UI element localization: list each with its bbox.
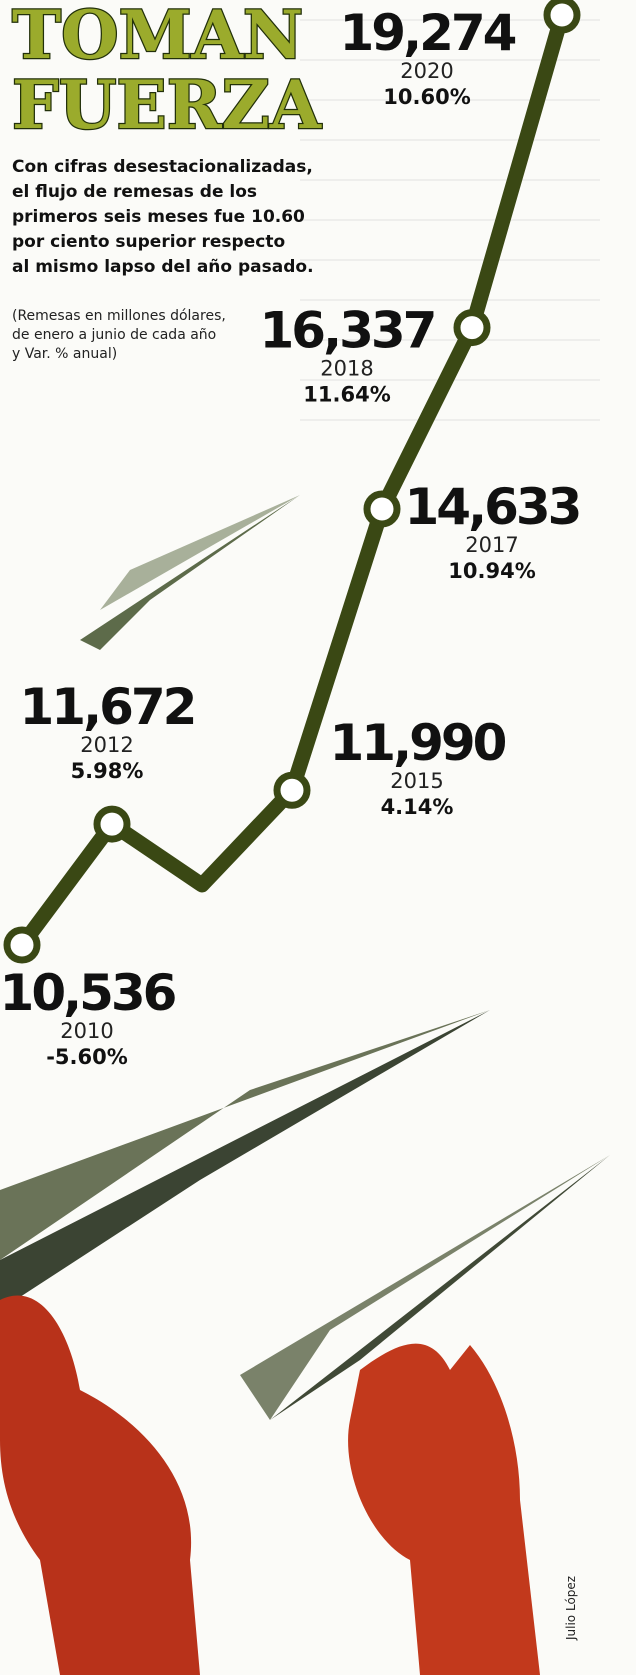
title-line: FUERZA [12,66,322,144]
point [367,494,397,524]
description-line: Con cifras desestacionalizadas, [12,157,313,177]
note-line: y Var. % anual) [12,346,117,362]
value-label: 10,536 [0,964,176,1022]
year-label: 2010 [60,1019,113,1043]
point [277,775,307,805]
note-line: de enero a junio de cada año [12,327,216,343]
point [97,809,127,839]
change-label: 11.64% [303,383,390,407]
year-label: 2020 [400,59,453,83]
change-label: 10.60% [383,85,470,109]
description-line: el flujo de remesas de los [12,182,257,202]
credit: Julio López [564,1576,578,1641]
description-line: primeros seis meses fue 10.60 [12,207,305,227]
note-line: (Remesas en millones dólares, [12,308,226,324]
change-label: 10.94% [448,559,535,583]
year-label: 2012 [80,733,133,757]
year-label: 2018 [320,357,373,381]
value-label: 14,633 [405,478,580,536]
point [7,930,37,960]
description: Con cifras desestacionalizadas, el flujo … [12,157,314,277]
point [457,313,487,343]
value-label: 19,274 [340,4,516,62]
change-label: -5.60% [46,1045,128,1069]
value-label: 11,672 [20,678,195,736]
infographic: TOMAN FUERZA Con cifras desestacionaliza… [0,0,636,1675]
value-label: 11,990 [330,714,506,772]
description-line: al mismo lapso del año pasado. [12,257,314,277]
change-label: 5.98% [71,759,144,783]
title-line: TOMAN [12,0,303,74]
value-label: 16,337 [260,302,435,360]
description-line: por ciento superior respecto [12,232,285,252]
point [547,0,577,30]
year-label: 2017 [465,533,518,557]
change-label: 4.14% [381,795,454,819]
year-label: 2015 [390,769,443,793]
